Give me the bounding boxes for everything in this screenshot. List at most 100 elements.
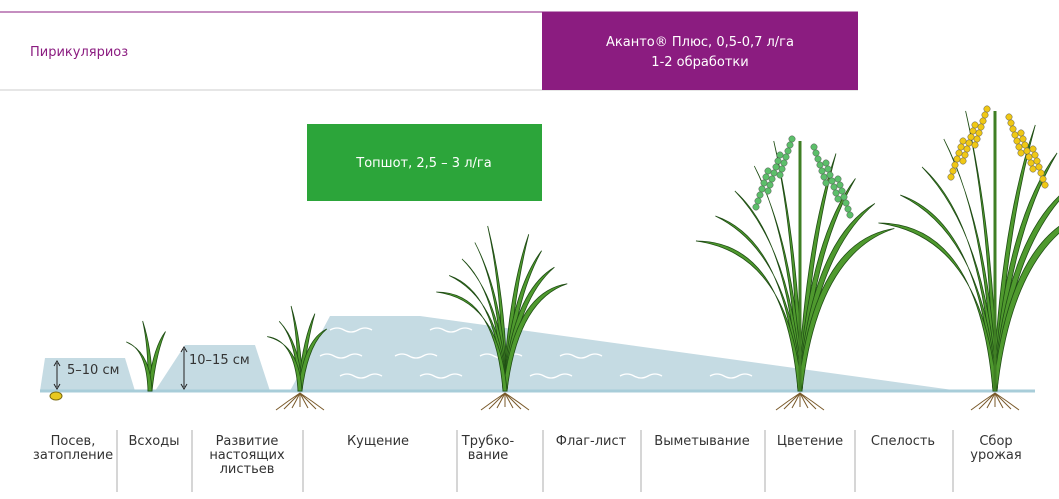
grain <box>954 156 960 162</box>
grain <box>835 196 841 202</box>
root <box>276 393 300 410</box>
grain <box>811 144 817 150</box>
grain <box>978 124 984 130</box>
stage-line: урожая <box>970 448 1021 463</box>
grain <box>1008 120 1014 126</box>
grain <box>789 136 795 142</box>
grain <box>831 184 837 190</box>
grain <box>1020 136 1026 142</box>
grain <box>837 182 843 188</box>
grain <box>785 148 791 154</box>
grain <box>757 192 763 198</box>
grain <box>817 162 823 168</box>
grain <box>759 186 765 192</box>
depth-label: 5–10 см <box>67 363 119 378</box>
grain <box>771 170 777 176</box>
grain <box>1036 164 1042 170</box>
disease: Пирикуляриоз <box>30 45 128 60</box>
grain <box>974 136 980 142</box>
grain <box>952 162 958 168</box>
root <box>505 393 521 409</box>
stage-label: Трубко-вание <box>461 434 515 463</box>
grain <box>845 206 851 212</box>
grain <box>1032 152 1038 158</box>
grain <box>1024 148 1030 154</box>
stage-line: Флаг-лист <box>556 434 627 449</box>
grain <box>755 198 761 204</box>
grain <box>982 112 988 118</box>
stage-line: Развитие <box>216 434 279 449</box>
grain <box>1040 176 1046 182</box>
root <box>800 393 824 410</box>
root <box>481 393 505 410</box>
grain <box>823 180 829 186</box>
grain <box>1038 170 1044 176</box>
grain <box>765 188 771 194</box>
grain <box>753 204 759 210</box>
grain <box>777 152 783 158</box>
grain <box>1042 182 1048 188</box>
grain <box>1028 160 1034 166</box>
grain <box>777 172 783 178</box>
plant <box>878 106 1059 410</box>
grain <box>958 144 964 150</box>
grain <box>968 134 974 140</box>
root <box>800 393 816 409</box>
grain <box>765 168 771 174</box>
grain <box>950 168 956 174</box>
grain <box>847 212 853 218</box>
root <box>776 393 800 410</box>
grain <box>763 174 769 180</box>
grain <box>948 174 954 180</box>
plant <box>126 321 165 391</box>
grain <box>779 166 785 172</box>
grain <box>819 168 825 174</box>
grain <box>775 158 781 164</box>
grain <box>833 190 839 196</box>
grain <box>767 182 773 188</box>
grain <box>960 138 966 144</box>
grain <box>964 146 970 152</box>
stage-label: Всходы <box>129 434 180 449</box>
grain <box>843 200 849 206</box>
root <box>300 393 324 410</box>
grain <box>781 160 787 166</box>
root <box>300 393 316 409</box>
product-box <box>542 12 858 90</box>
grain <box>783 154 789 160</box>
treatment: Топшот, 2,5 – 3 л/га <box>355 156 491 171</box>
grain <box>1022 142 1028 148</box>
grain <box>1016 144 1022 150</box>
grain <box>835 176 841 182</box>
stage-line: Спелость <box>871 434 935 449</box>
grain <box>825 166 831 172</box>
root <box>784 393 800 409</box>
stage-line: Выметывание <box>654 434 749 449</box>
stage-line: Цветение <box>777 434 843 449</box>
grain <box>769 176 775 182</box>
grain <box>1006 114 1012 120</box>
stage-line: листьев <box>220 462 275 477</box>
water-medium <box>155 345 270 391</box>
stage-label: Цветение <box>777 434 843 449</box>
grain <box>1018 130 1024 136</box>
grain <box>827 172 833 178</box>
grain <box>970 128 976 134</box>
water-deep <box>290 316 960 391</box>
grain <box>813 150 819 156</box>
grain <box>972 122 978 128</box>
root <box>971 393 995 410</box>
stage-line: затопление <box>33 448 113 463</box>
grain <box>773 164 779 170</box>
stage-line: вание <box>468 448 509 463</box>
stage-label: Посев,затопление <box>33 434 113 463</box>
stage-label: Развитиенастоящихлистьев <box>209 434 285 477</box>
grain <box>841 194 847 200</box>
grain <box>1010 126 1016 132</box>
grain <box>829 178 835 184</box>
stage-line: Трубко- <box>461 434 515 449</box>
grain <box>761 180 767 186</box>
grain <box>1034 158 1040 164</box>
stage-line: Сбор <box>979 434 1012 449</box>
